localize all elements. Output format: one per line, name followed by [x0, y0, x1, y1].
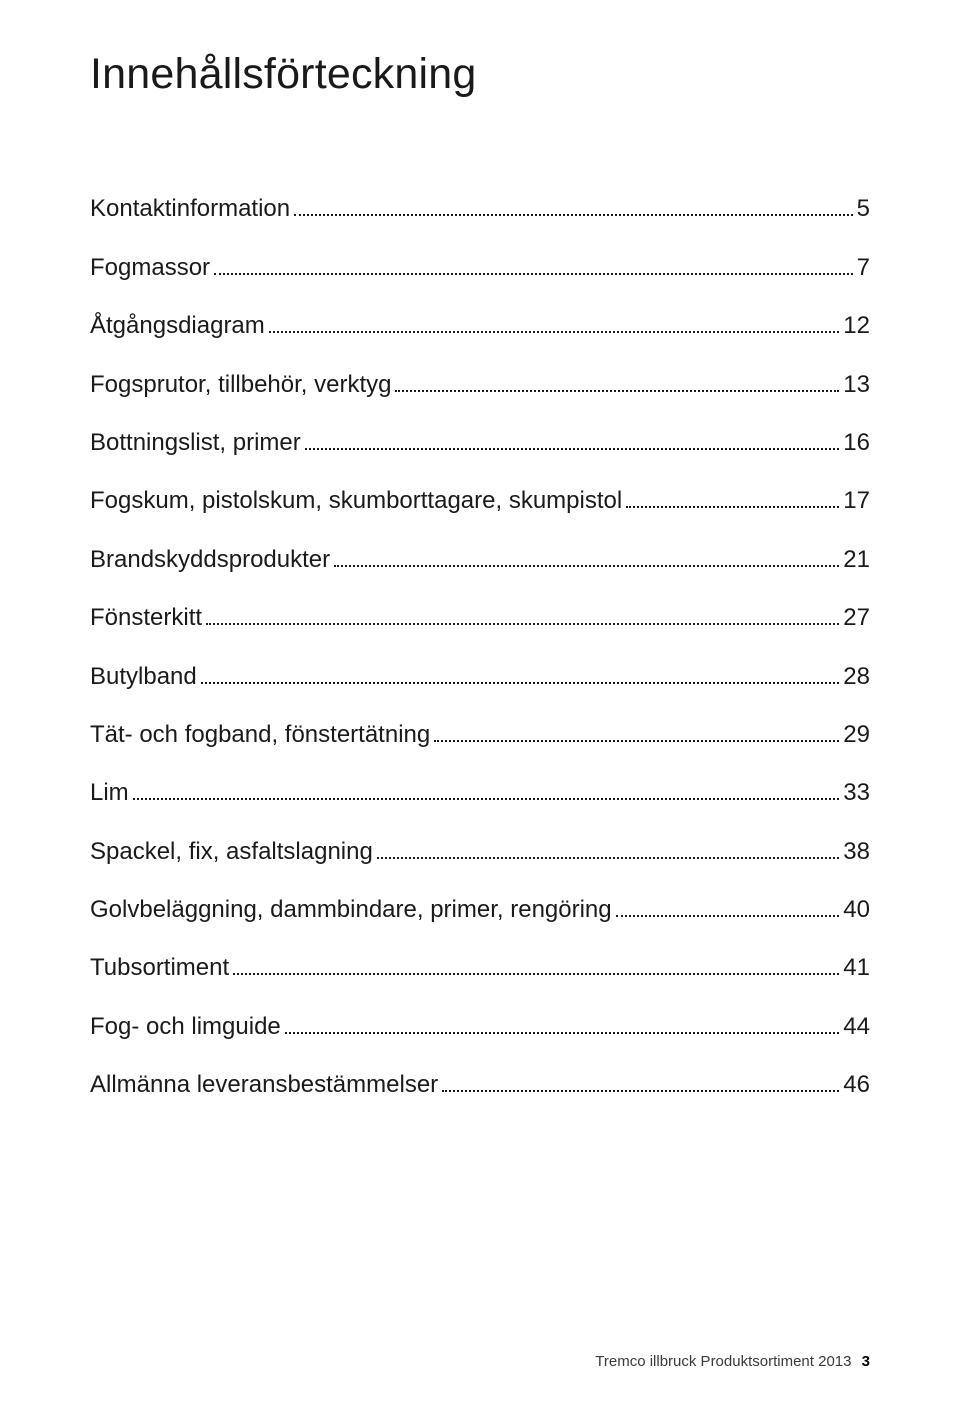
toc-leader-dots: [206, 603, 839, 625]
toc-leader-dots: [201, 661, 840, 683]
toc-entry-page: 46: [843, 1070, 870, 1100]
toc-entry: Allmänna leveransbestämmelser 46: [90, 1070, 870, 1100]
toc-entry-page: 41: [843, 953, 870, 983]
toc-entry-label: Fönsterkitt: [90, 603, 202, 633]
toc-entry-page: 27: [843, 603, 870, 633]
toc-entry: Fog- och limguide 44: [90, 1011, 870, 1041]
toc-entry: Butylband 28: [90, 661, 870, 691]
toc-entry-label: Butylband: [90, 662, 197, 692]
toc-entry-label: Fogskum, pistolskum, skumborttagare, sku…: [90, 486, 622, 516]
footer-text: Tremco illbruck Produktsortiment 2013: [595, 1353, 851, 1370]
toc-leader-dots: [626, 486, 839, 508]
toc-entry: Lim 33: [90, 778, 870, 808]
toc-entry-page: 17: [843, 486, 870, 516]
toc-entry-page: 12: [843, 311, 870, 341]
toc-entry-label: Fogmassor: [90, 253, 210, 283]
toc-leader-dots: [395, 369, 839, 391]
toc-entry-label: Fog- och limguide: [90, 1012, 281, 1042]
toc-leader-dots: [377, 836, 839, 858]
toc-entry-page: 28: [843, 662, 870, 692]
toc-entry: Fönsterkitt 27: [90, 603, 870, 633]
toc-entry: Fogskum, pistolskum, skumborttagare, sku…: [90, 486, 870, 516]
toc-leader-dots: [133, 778, 840, 800]
toc-leader-dots: [334, 544, 839, 566]
toc-leader-dots: [434, 720, 839, 742]
toc-entry-label: Brandskyddsprodukter: [90, 545, 330, 575]
toc-entry-label: Fogsprutor, tillbehör, verktyg: [90, 370, 391, 400]
toc-entry-label: Allmänna leveransbestämmelser: [90, 1070, 438, 1100]
toc-entry-label: Bottningslist, primer: [90, 428, 301, 458]
toc-entry-label: Tät- och fogband, fönstertätning: [90, 720, 430, 750]
toc-leader-dots: [616, 895, 840, 917]
toc-entry: Spackel, fix, asfaltslagning 38: [90, 836, 870, 866]
toc-entry-page: 16: [843, 428, 870, 458]
page-footer: Tremco illbruck Produktsortiment 2013 3: [595, 1353, 870, 1370]
toc-entry-page: 21: [843, 545, 870, 575]
toc-entry-label: Spackel, fix, asfaltslagning: [90, 837, 373, 867]
toc-entry: Brandskyddsprodukter 21: [90, 544, 870, 574]
toc-entry-label: Golvbeläggning, dammbindare, primer, ren…: [90, 895, 612, 925]
toc-entry-page: 7: [857, 253, 870, 283]
table-of-contents: Kontaktinformation 5 Fogmassor 7 Åtgångsdiag…: [90, 194, 870, 1100]
toc-entry-page: 38: [843, 837, 870, 867]
toc-leader-dots: [214, 252, 853, 274]
footer-page-number: 3: [862, 1353, 870, 1370]
toc-entry: Fogsprutor, tillbehör, verktyg 13: [90, 369, 870, 399]
toc-leader-dots: [269, 311, 840, 333]
toc-entry: Åtgångsdiagram 12: [90, 311, 870, 341]
toc-entry: Kontaktinformation 5: [90, 194, 870, 224]
toc-leader-dots: [285, 1011, 840, 1033]
toc-entry: Bottningslist, primer 16: [90, 428, 870, 458]
toc-entry-page: 29: [843, 720, 870, 750]
toc-entry-page: 13: [843, 370, 870, 400]
page-title: Innehållsförteckning: [90, 50, 870, 99]
document-page: Innehållsförteckning Kontaktinformation 5…: [0, 0, 960, 1418]
toc-entry-label: Tubsortiment: [90, 953, 229, 983]
toc-entry-page: 44: [843, 1012, 870, 1042]
toc-entry-label: Lim: [90, 778, 129, 808]
toc-leader-dots: [294, 194, 853, 216]
toc-entry-page: 5: [857, 194, 870, 224]
toc-leader-dots: [233, 953, 839, 975]
toc-entry-label: Kontaktinformation: [90, 194, 290, 224]
toc-entry: Tät- och fogband, fönstertätning 29: [90, 720, 870, 750]
toc-entry: Fogmassor 7: [90, 252, 870, 282]
toc-leader-dots: [442, 1070, 839, 1092]
toc-entry: Tubsortiment 41: [90, 953, 870, 983]
toc-entry-page: 33: [843, 778, 870, 808]
toc-leader-dots: [305, 428, 840, 450]
toc-entry-label: Åtgångsdiagram: [90, 311, 265, 341]
toc-entry: Golvbeläggning, dammbindare, primer, ren…: [90, 895, 870, 925]
toc-entry-page: 40: [843, 895, 870, 925]
